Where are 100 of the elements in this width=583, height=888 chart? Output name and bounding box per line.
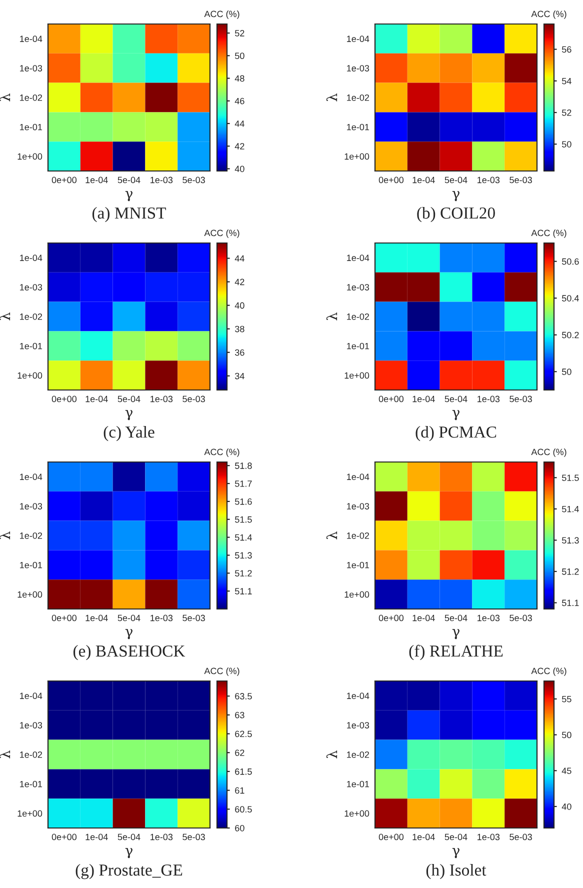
y-tick-label: 1e+00 [18, 591, 42, 598]
x-tick-label: 1e-04 [412, 834, 435, 840]
y-tick-label: 1e-04 [347, 36, 370, 42]
color-bar-label: 42 [234, 143, 244, 150]
y-tick-label: 1e-04 [20, 692, 42, 700]
x-axis-title: γ [125, 191, 132, 202]
text: (b) COIL20 [417, 206, 495, 222]
x-axis-title: γ [452, 629, 460, 640]
color-bar-label: 60 [235, 824, 244, 832]
color-bar-title: ACC (%) [204, 10, 240, 19]
y-tick-label: 1e+00 [344, 591, 370, 598]
color-bar-label: 51.1 [562, 600, 579, 606]
color-bar-label: 51.2 [562, 568, 579, 575]
y-tick-label: 1e-04 [20, 36, 42, 42]
x-tick-label: 5e-04 [118, 614, 140, 622]
y-tick-label: 1e-02 [20, 751, 42, 758]
y-tick-label: 1e-01 [20, 780, 42, 788]
y-tick-label: 1e-01 [347, 342, 370, 350]
x-axis-title: γ [125, 848, 132, 858]
color-bar-label: 51.4 [562, 506, 579, 512]
x-tick-label: 0e+00 [52, 176, 77, 184]
y-tick-label: 1e-01 [20, 124, 42, 130]
x-tick-label: 1e-04 [412, 176, 435, 184]
color-bar-label: 51.1 [235, 588, 252, 594]
x-tick-label: 5e-04 [444, 396, 468, 402]
text: (d) PCMAC [416, 426, 496, 442]
color-bar-label: 44 [234, 255, 244, 262]
y-tick-label: 1e-03 [20, 503, 42, 510]
x-tick-label: 5e-04 [118, 176, 140, 184]
y-tick-label: 1e-04 [347, 474, 370, 480]
x-axis-title: γ [125, 410, 132, 420]
y-tick-label: 1e-01 [20, 342, 42, 350]
y-tick-label: 1e-02 [347, 313, 369, 320]
x-tick-label: 1e-03 [478, 834, 500, 840]
x-tick-label: 1e-04 [412, 396, 435, 402]
x-tick-label: 5e-03 [510, 614, 532, 622]
color-bar-label: 63.5 [235, 693, 252, 700]
x-tick-label: 0e+00 [378, 176, 404, 184]
y-tick-label: 1e+00 [344, 810, 370, 817]
x-tick-label: 5e-04 [444, 614, 468, 622]
y-tick-label: 1e-01 [20, 562, 42, 568]
color-bar-label: 55 [562, 696, 572, 702]
color-bar-label: 36 [234, 349, 244, 356]
color-bar-label: 62.5 [235, 730, 252, 738]
color-bar-label: 50 [562, 141, 572, 148]
color-bar-title: ACC (%) [531, 668, 566, 676]
text: (c) Yale [104, 426, 154, 442]
y-tick-label: 1e-04 [20, 474, 42, 480]
color-bar-title: ACC (%) [204, 230, 240, 238]
text: (a) MNIST [92, 206, 166, 222]
color-bar-label: 42 [234, 278, 244, 286]
color-bar-label: 51.5 [235, 516, 252, 523]
y-axis-title: λ [326, 531, 338, 540]
color-bar-label: 50.2 [562, 332, 579, 338]
y-tick-label: 1e-03 [347, 503, 370, 510]
x-tick-label: 0e+00 [378, 834, 404, 840]
x-tick-label: 1e-04 [412, 614, 435, 622]
y-tick-label: 1e+00 [344, 372, 370, 379]
x-tick-label: 5e-04 [444, 176, 468, 184]
color-bar-label: 40 [562, 803, 572, 810]
color-bar-label: 52 [562, 109, 572, 116]
x-tick-label: 5e-03 [182, 614, 205, 622]
y-tick-label: 1e-02 [347, 94, 369, 101]
color-bar-label: 50 [562, 732, 572, 738]
x-tick-label: 5e-04 [118, 396, 140, 402]
y-tick-label: 1e-02 [20, 313, 42, 320]
y-tick-label: 1e-04 [20, 254, 42, 262]
color-bar-label: 51.4 [235, 534, 252, 541]
color-bar-label: 54 [562, 78, 572, 84]
text: (g) Prostate_GE [76, 864, 182, 880]
x-tick-label: 1e-04 [86, 614, 108, 622]
color-bar-label: 61 [235, 787, 244, 794]
x-tick-label: 5e-03 [182, 834, 205, 840]
y-tick-label: 1e-03 [347, 284, 370, 290]
color-bar-label: 50 [562, 368, 572, 375]
x-tick-label: 1e-03 [478, 176, 500, 184]
color-bar-label: 38 [234, 326, 244, 332]
y-axis-title: λ [326, 312, 338, 320]
color-bar-label: 56 [562, 46, 572, 53]
color-bar-label: 51.3 [235, 552, 252, 559]
x-tick-label: 1e-03 [150, 834, 173, 840]
x-tick-label: 1e-04 [86, 176, 108, 184]
text: (e) BASEHOCK [73, 644, 186, 660]
color-bar-label: 51.8 [235, 462, 252, 469]
color-bar-label: 46 [234, 98, 244, 104]
y-tick-label: 1e-01 [347, 124, 370, 130]
y-tick-label: 1e-03 [20, 284, 42, 290]
x-tick-label: 0e+00 [52, 614, 77, 622]
color-bar-label: 50.4 [562, 295, 579, 302]
x-tick-label: 0e+00 [52, 396, 77, 402]
x-tick-label: 1e-03 [150, 614, 173, 622]
y-tick-label: 1e+00 [18, 372, 42, 379]
color-bar-label: 40 [234, 302, 244, 309]
color-bar-label: 48 [234, 75, 244, 82]
y-tick-label: 1e+00 [18, 153, 42, 160]
x-tick-label: 5e-03 [510, 834, 532, 840]
x-axis-title: γ [452, 848, 460, 858]
x-tick-label: 5e-03 [182, 396, 205, 402]
y-tick-label: 1e+00 [344, 153, 370, 160]
y-tick-label: 1e-03 [20, 65, 42, 72]
